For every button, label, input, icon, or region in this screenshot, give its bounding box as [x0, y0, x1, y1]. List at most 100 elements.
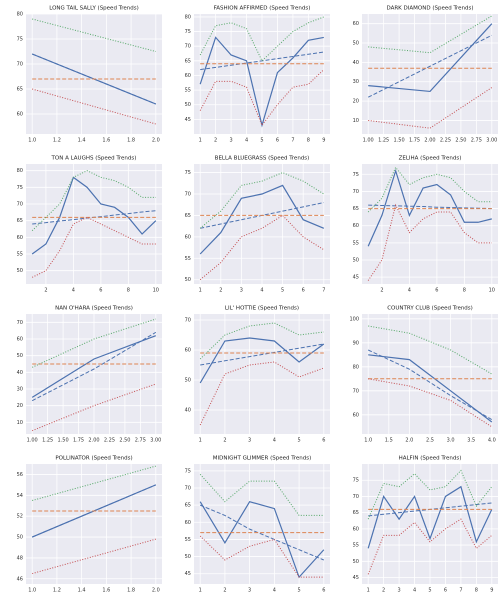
y-tick-label: 75 [185, 468, 191, 474]
series-line [199, 504, 325, 561]
x-tick-label: 3.5 [467, 438, 475, 444]
x-tick-label: 9 [322, 138, 325, 144]
y-tick-label: 50 [353, 41, 359, 47]
y-tick-label: 45 [353, 575, 359, 581]
x-tick-label: 1.50 [394, 138, 405, 144]
series-line [367, 469, 493, 520]
y-tick-label: 70 [185, 44, 191, 50]
y-tick-label: 65 [353, 206, 359, 212]
y-tick-label: 45 [185, 117, 191, 123]
y-tick-label: 80 [185, 14, 191, 20]
subplot: 46 48 50 52 54 56 1.0 1.2 1.4 1.6 1.8 2.0 POLLINATOR… [17, 456, 162, 594]
x-tick-label: 2.75 [471, 138, 482, 144]
x-tick-label: 7 [459, 588, 462, 594]
x-tick-label: 3.00 [150, 438, 161, 444]
y-tick-label: 60 [17, 235, 23, 241]
y-tick-label: 40 [17, 370, 23, 376]
y-tick-label: 48 [17, 555, 23, 561]
x-tick-label: 1.8 [127, 138, 135, 144]
chart-title: LIL' HOTTIE (Speed Trends) [225, 306, 299, 312]
series-line [32, 465, 156, 502]
series-line [31, 170, 156, 232]
series-line [367, 518, 493, 575]
x-tick-label: 3 [229, 138, 232, 144]
subplot: 50 55 60 65 70 75 1 2 3 4 5 6 7 BELLA BLUEGRASS (Spee… [185, 156, 330, 294]
x-tick-label: 3.00 [486, 138, 497, 144]
y-tick-label: 60 [185, 520, 191, 526]
y-tick-label: 55 [17, 252, 23, 258]
series-line [199, 361, 324, 426]
y-tick-label: 20 [17, 403, 23, 409]
x-tick-label: 3 [240, 288, 243, 294]
x-tick-label: 8 [475, 588, 478, 594]
y-tick-label: 10 [353, 118, 359, 124]
x-tick-label: 1.2 [53, 138, 61, 144]
series-line [199, 184, 325, 255]
y-tick-label: 75 [17, 37, 23, 43]
subplot: 10 20 30 40 50 60 1.00 1.25 1.50 1.75 2.00 2.25 2.50… [353, 6, 498, 144]
subplot: 45 50 55 60 65 70 75 2 4 6 8 10 ZELIHA (Speed Trends… [353, 156, 498, 294]
series-line [199, 535, 324, 578]
chart-title: ZELIHA (Speed Trends) [399, 156, 462, 162]
y-tick-label: 65 [353, 510, 359, 516]
y-tick-label: 75 [353, 172, 359, 178]
y-tick-label: 30 [17, 387, 23, 393]
plot-background [26, 464, 162, 584]
x-tick-label: 3 [248, 438, 251, 444]
series-line [368, 23, 493, 93]
y-tick-label: 100 [349, 316, 359, 322]
series-line [32, 88, 156, 125]
x-tick-label: 2.0 [152, 138, 160, 144]
chart-title: LONG TAIL SALLY (Speed Trends) [49, 6, 139, 12]
plot-background [26, 164, 162, 284]
y-tick-label: 60 [353, 412, 359, 418]
y-tick-label: 10 [17, 420, 23, 426]
subplot: 60 70 80 90 100 1.0 1.5 2.0 2.5 3.0 3.5 4.0 COUNTRY … [349, 306, 498, 444]
chart-title: COUNTRY CLUB (Speed Trends) [387, 306, 473, 312]
x-tick-label: 2.50 [119, 438, 130, 444]
x-tick-label: 2.0 [405, 438, 413, 444]
series-line [31, 318, 156, 368]
y-tick-label: 50 [185, 102, 191, 108]
x-tick-label: 2.75 [135, 438, 146, 444]
x-tick-label: 9 [490, 588, 493, 594]
x-tick-label: 1.4 [78, 138, 86, 144]
y-tick-label: 50 [17, 535, 23, 541]
y-tick-label: 60 [353, 223, 359, 229]
x-tick-label: 1.50 [58, 438, 69, 444]
y-tick-label: 65 [185, 213, 191, 219]
series-line [200, 51, 324, 71]
y-tick-label: 46 [17, 576, 23, 582]
x-tick-label: 1.0 [28, 588, 36, 594]
series-line [367, 349, 493, 421]
x-tick-label: 4 [245, 138, 248, 144]
x-tick-label: 2.25 [104, 438, 115, 444]
series-line [31, 216, 156, 278]
series-line [199, 322, 324, 360]
series-line [199, 36, 324, 128]
y-tick-label: 30 [353, 79, 359, 85]
x-tick-label: 5 [297, 438, 300, 444]
x-tick-label: 6 [302, 288, 305, 294]
chart-title: MIDNIGHT GLIMMER (Speed Trends) [213, 456, 312, 462]
y-tick-label: 75 [185, 29, 191, 35]
plot-background [194, 464, 330, 584]
y-tick-label: 70 [353, 388, 359, 394]
x-tick-label: 1.4 [78, 588, 86, 594]
y-tick-label: 60 [185, 234, 191, 240]
x-tick-label: 8 [307, 138, 310, 144]
series-line [367, 485, 493, 549]
x-tick-label: 2 [382, 588, 385, 594]
y-tick-label: 70 [353, 189, 359, 195]
y-tick-label: 65 [185, 58, 191, 64]
series-line [31, 176, 157, 255]
y-tick-label: 50 [17, 353, 23, 359]
series-line [32, 18, 156, 52]
x-tick-label: 1.0 [28, 138, 36, 144]
y-tick-label: 50 [185, 378, 191, 384]
x-tick-label: 10 [153, 288, 159, 294]
x-tick-label: 7 [291, 138, 294, 144]
series-line [367, 168, 492, 247]
